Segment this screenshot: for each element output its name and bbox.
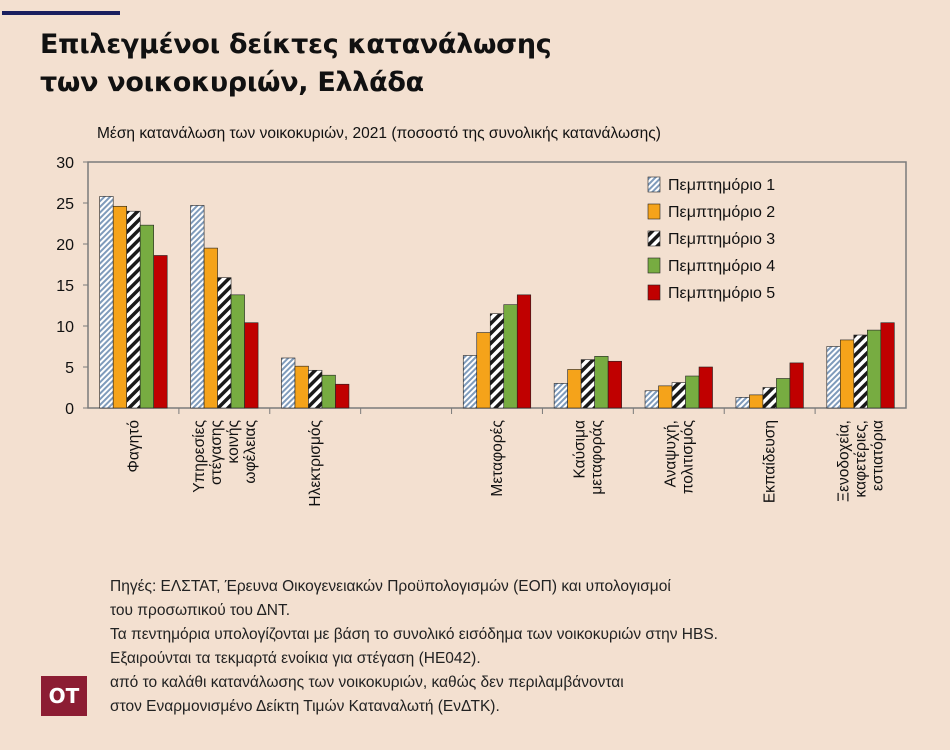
bar-q4 <box>776 378 791 409</box>
bar-q4 <box>685 375 700 409</box>
x-category-label: Υπηρεσίες <box>191 420 208 493</box>
bar-q2 <box>476 332 491 409</box>
page-title: Επιλεγμένοι δείκτες κατανάλωσης των νοικ… <box>40 26 552 102</box>
x-category-label: κοινής <box>225 420 242 463</box>
bar-q1 <box>644 390 659 409</box>
bar-q1 <box>99 196 114 409</box>
bar-q1 <box>826 346 841 409</box>
bar-q1 <box>281 357 296 409</box>
bar-q3 <box>489 313 505 409</box>
legend-label: Πεμπτημόριο 5 <box>668 285 775 302</box>
bar-q4 <box>503 304 518 409</box>
y-tick-label: 5 <box>65 360 74 377</box>
y-tick-label: 10 <box>56 319 74 336</box>
x-category-label: καφετέριες, <box>853 420 870 497</box>
bar-q3 <box>853 334 868 409</box>
bar-q5 <box>698 366 713 409</box>
note-line: Εξαιρούνται τα τεκμαρτά ενοίκια για στέγ… <box>110 650 481 667</box>
bar-q2 <box>749 394 764 409</box>
legend-label: Πεμπτημόριο 3 <box>668 231 775 248</box>
legend-label: Πεμπτημόριο 4 <box>668 258 775 275</box>
bar-q5 <box>153 255 168 409</box>
x-category-label: Μεταφορές <box>489 420 506 497</box>
note-line: από το καλάθι κατανάλωσης των νοικοκυριώ… <box>110 674 624 691</box>
title-line-1: Επιλεγμένοι δείκτες κατανάλωσης <box>40 29 552 60</box>
bar-q4 <box>230 294 245 409</box>
bar-q1 <box>735 397 750 409</box>
bar-q2 <box>658 385 673 409</box>
bar-q5 <box>516 294 532 409</box>
y-tick-label: 15 <box>56 278 74 295</box>
bar-q2 <box>840 339 855 409</box>
bar-chart: 0 5 10 15 20 25 30 Φαγητό Υπηρεσίες στέγασης κοιν… <box>56 155 907 507</box>
legend-swatch <box>647 284 661 301</box>
x-category-label: Ξενοδοχεία, <box>836 420 853 502</box>
bar-q2 <box>567 369 582 409</box>
bar-q5 <box>789 362 804 409</box>
bar-q5 <box>607 360 622 409</box>
bar-q4 <box>321 374 336 409</box>
legend-label: Πεμπτημόριο 1 <box>668 177 775 194</box>
bar-q4 <box>139 224 154 409</box>
x-category-label: Εκπαίδευση <box>762 420 779 503</box>
x-category-label: Φαγητό <box>125 420 142 472</box>
x-category-label: εστιατόρια <box>870 420 887 491</box>
legend-label: Πεμπτημόριο 2 <box>668 204 775 221</box>
title-line-2: των νοικοκυριών, Ελλάδα <box>40 67 424 98</box>
bar-q3 <box>308 369 323 409</box>
bar-q1 <box>190 205 205 409</box>
bar-q2 <box>203 247 218 409</box>
x-category-label: μεταφοράς <box>588 420 605 495</box>
bar-q1 <box>462 355 478 409</box>
legend-swatch <box>647 203 661 220</box>
bar-q2 <box>294 365 309 409</box>
top-accent-line <box>2 11 120 15</box>
y-tick-label: 20 <box>56 237 74 254</box>
note-line: Τα πεντημόρια υπολογίζονται με βάση το σ… <box>110 626 718 643</box>
bar-q5 <box>335 383 350 409</box>
legend: Πεμπτημόριο 1 Πεμπτημόριο 2 Πεμπτημόριο 3 Π… <box>647 176 775 302</box>
bar-q3 <box>126 210 141 409</box>
bar-q2 <box>112 205 127 409</box>
brand-logo: OT <box>41 676 87 716</box>
x-category-label: στέγασης <box>208 420 225 485</box>
note-line: Πηγές: ΕΛΣΤΑΤ, Έρευνα Οικογενειακών Προϋ… <box>110 578 671 595</box>
bars-group <box>99 196 895 409</box>
bar-q5 <box>244 322 259 409</box>
legend-swatch <box>647 230 661 247</box>
note-line: του προσωπικού του ΔΝΤ. <box>110 602 291 619</box>
bar-q5 <box>880 322 895 409</box>
bar-q3 <box>217 277 232 409</box>
y-tick-label: 0 <box>65 401 74 418</box>
bar-q3 <box>671 382 686 409</box>
source-notes: Πηγές: ΕΛΣΤΑΤ, Έρευνα Οικογενειακών Προϋ… <box>110 575 718 719</box>
bar-q3 <box>580 359 595 409</box>
x-axis-labels: Φαγητό Υπηρεσίες στέγασης κοινής ωφέλειας Ηλε… <box>125 408 887 507</box>
y-axis: 0 5 10 15 20 25 30 <box>56 155 88 418</box>
chart-subtitle: Μέση κατανάλωση των νοικοκυριών, 2021 (π… <box>97 125 661 142</box>
y-tick-label: 25 <box>56 196 74 213</box>
x-category-label: ωφέλειας <box>242 420 259 484</box>
x-category-label: Καύσιμα <box>571 420 588 479</box>
legend-swatch <box>647 257 661 274</box>
bar-q3 <box>762 387 777 409</box>
x-category-label: πολιτισμός <box>679 420 696 494</box>
x-category-label: Αναψυχή, <box>662 420 679 487</box>
bar-q1 <box>553 383 568 409</box>
legend-swatch <box>647 176 661 193</box>
bar-q4 <box>867 329 882 409</box>
x-category-label: Ηλεκτρισμός <box>307 420 324 507</box>
note-line: στον Εναρμονισμένο Δείκτη Τιμών Καταναλω… <box>110 698 500 715</box>
y-tick-label: 30 <box>56 155 74 172</box>
bar-q4 <box>594 356 609 409</box>
